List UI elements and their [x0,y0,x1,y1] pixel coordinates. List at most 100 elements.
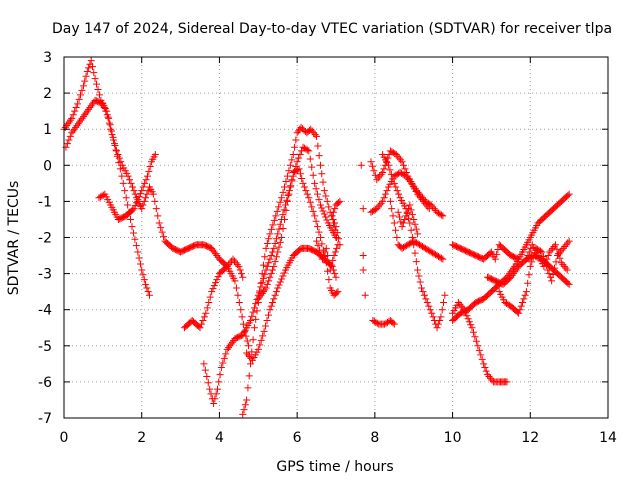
data-point-marker [467,321,475,329]
data-point-marker [275,225,283,233]
data-point-marker [212,250,220,258]
data-point-marker [399,170,407,178]
data-point-marker [526,262,534,270]
y-tick-label: -4 [38,303,52,319]
data-point-marker [278,275,286,283]
data-point-marker [382,319,390,327]
y-tick-label: -1 [38,194,52,210]
data-point-marker [231,277,239,285]
data-point-marker [276,278,284,286]
data-point-marker [106,121,114,129]
data-point-marker [305,147,313,155]
x-tick-label: 8 [370,430,379,446]
data-point-marker [133,199,141,207]
data-point-marker [68,129,76,137]
data-point-marker [545,270,553,278]
data-point-marker [85,105,93,113]
data-point-marker [314,242,322,250]
data-point-marker [259,332,267,340]
data-point-marker [314,223,322,231]
data-point-marker [160,233,168,241]
data-point-marker [417,242,425,250]
data-point-marker [328,212,336,220]
data-point-marker [128,223,136,231]
data-point-marker [387,170,395,178]
data-point-marker [142,194,150,202]
data-point-marker [389,319,397,327]
data-point-marker [111,140,119,148]
data-point-marker [434,252,442,260]
data-point-marker [332,223,340,231]
data-point-marker [244,351,252,359]
data-point-marker [295,154,303,162]
data-point-marker [323,216,331,224]
data-point-marker [201,366,209,374]
data-point-marker [488,376,496,384]
data-point-marker [145,291,153,299]
data-point-marker [386,147,394,155]
data-point-marker [405,176,413,184]
series-track-17 [449,241,523,263]
data-point-marker [322,213,330,221]
data-point-marker [379,197,387,205]
y-tick-label: 1 [43,122,52,138]
data-point-marker [200,360,208,368]
data-point-marker [203,372,211,380]
x-axis-label: GPS time / hours [276,459,393,475]
data-point-marker [245,372,253,380]
data-point-marker [204,379,212,387]
data-point-marker [329,208,337,216]
data-point-marker [276,220,284,228]
series-track-22 [522,241,571,274]
data-points [60,57,573,418]
data-point-marker [269,221,277,229]
data-point-marker [433,252,441,260]
data-point-marker [279,188,287,196]
data-point-marker [127,215,135,223]
data-point-marker [87,57,95,65]
data-point-marker [325,276,333,284]
data-point-marker [318,255,326,263]
data-point-marker [441,291,449,299]
data-point-marker [292,136,300,144]
data-point-marker [139,183,147,191]
data-point-marker [418,243,426,251]
data-point-marker [320,187,328,195]
data-point-marker [501,298,509,306]
data-point-marker [94,85,102,93]
series-track-13 [369,317,398,328]
data-point-marker [423,298,431,306]
data-point-marker [278,234,286,241]
data-point-marker [429,313,437,321]
data-point-marker [390,219,398,227]
data-point-marker [208,288,216,296]
data-point-marker [370,317,378,325]
data-point-marker [115,159,123,167]
data-point-marker [418,196,426,204]
data-point-marker [154,212,162,220]
data-point-marker [206,293,214,301]
data-point-marker [263,240,271,248]
data-point-marker [134,196,142,204]
data-point-marker [263,280,271,288]
data-point-marker [565,237,573,245]
data-point-marker [278,194,286,202]
data-point-marker [88,63,96,71]
data-point-marker [426,247,434,255]
data-point-marker [321,248,329,256]
data-point-marker [327,261,335,269]
data-point-marker [136,190,144,198]
x-tick-label: 6 [293,430,302,446]
data-point-marker [228,338,236,346]
data-point-marker [112,146,120,154]
data-point-marker [108,127,116,135]
data-point-marker [199,317,207,325]
data-point-marker [485,372,493,380]
data-point-marker [223,262,231,270]
data-point-marker [439,255,447,263]
data-point-marker [307,125,315,133]
data-point-marker [359,266,367,274]
data-point-marker [559,244,567,252]
data-point-marker [524,252,532,260]
data-point-marker [139,271,147,279]
